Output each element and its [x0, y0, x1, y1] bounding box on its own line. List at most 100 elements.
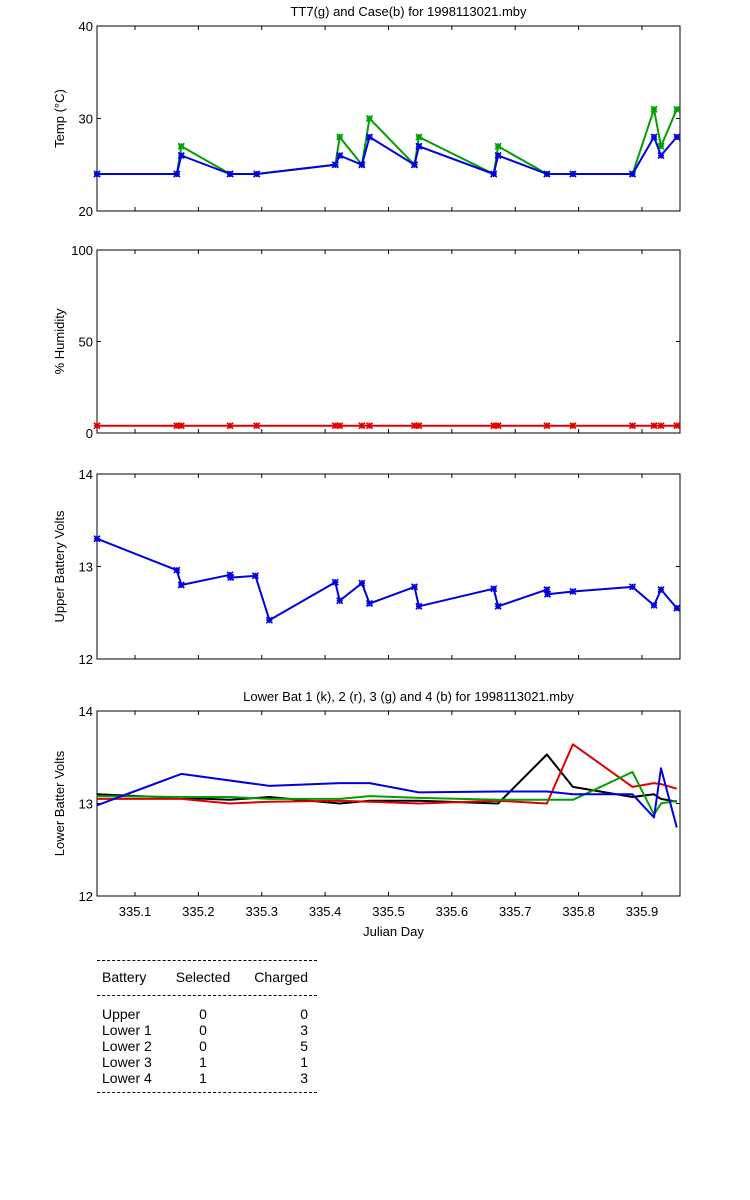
data-point [253, 422, 261, 430]
data-point [336, 151, 344, 160]
row-battery: Lower 3 [102, 1054, 152, 1070]
y-tick-label: 12 [79, 889, 93, 904]
table-row: Lower 1 0 3 [97, 1022, 317, 1038]
y-tick-label: 30 [79, 112, 93, 127]
data-point [358, 422, 366, 430]
plot-frame [96, 25, 681, 212]
data-point [336, 597, 344, 605]
data-point [415, 142, 423, 150]
y-axis-label: % Humidity [52, 308, 67, 374]
data-point [331, 578, 339, 586]
data-point [336, 133, 344, 141]
data-point [569, 170, 577, 178]
data-point [365, 599, 374, 608]
data-point [410, 422, 419, 430]
y-tick-label: 40 [79, 19, 93, 34]
series-line [97, 743, 678, 805]
table-row: Lower 3 1 1 [97, 1054, 317, 1070]
series-upper [93, 535, 681, 624]
data-point [227, 574, 235, 582]
row-battery: Lower 4 [102, 1070, 152, 1086]
data-point [657, 586, 665, 594]
chart-title: Lower Bat 1 (k), 2 (r), 3 (g) and 4 (b) … [243, 689, 574, 704]
table-bottom-rule [97, 1092, 317, 1093]
table-row: Lower 2 0 5 [97, 1038, 317, 1054]
row-selected: 1 [199, 1054, 207, 1070]
charts-figure: 20 30 40 TT7(g) and Case(b) for 1998113021.… [52, 4, 681, 939]
row-charged: 3 [300, 1022, 308, 1038]
row-selected: 1 [199, 1070, 207, 1086]
row-battery: Lower 2 [102, 1038, 152, 1054]
table-row: Upper 0 0 [97, 1006, 317, 1022]
x-tick-label: 335.8 [562, 904, 595, 919]
x-tick-label: 335.2 [182, 904, 215, 919]
table-top-rule [97, 960, 317, 961]
data-point [410, 161, 419, 169]
data-point [657, 142, 665, 150]
y-axis-label: Temp (°C) [52, 89, 67, 148]
data-point [673, 604, 681, 612]
data-point [177, 142, 185, 150]
data-point [226, 422, 234, 430]
data-point [543, 586, 551, 594]
x-axis-label: Julian Day [363, 924, 424, 939]
header-charged: Charged [254, 969, 308, 985]
data-point [650, 133, 658, 141]
data-point [494, 151, 502, 160]
data-point [650, 105, 658, 113]
data-point [177, 581, 185, 589]
y-tick-label: 13 [79, 797, 93, 812]
y-tick-label: 0 [86, 426, 93, 441]
data-point [415, 422, 423, 430]
data-point [415, 602, 423, 610]
data-point [543, 422, 551, 430]
data-point [569, 587, 577, 596]
series-line [97, 108, 678, 175]
data-point [628, 583, 637, 591]
row-selected: 0 [199, 1006, 207, 1022]
data-point [336, 422, 344, 430]
table-header-rule [97, 995, 317, 996]
data-point [657, 422, 665, 430]
row-charged: 5 [300, 1038, 308, 1054]
series-lower-3 [96, 771, 677, 816]
data-point [365, 114, 374, 123]
data-point [657, 151, 665, 160]
row-charged: 1 [300, 1054, 308, 1070]
data-point [365, 422, 374, 430]
series-humidity [93, 422, 681, 430]
data-point [569, 422, 577, 430]
data-point [331, 422, 339, 430]
data-point [251, 572, 259, 580]
header-selected: Selected [175, 969, 231, 985]
series-line [96, 771, 677, 816]
x-tick-label: 335.9 [626, 904, 659, 919]
data-point [650, 422, 658, 430]
row-charged: 3 [300, 1070, 308, 1086]
plot-frame [96, 249, 681, 434]
plot-frame [96, 473, 681, 660]
data-point [265, 616, 273, 624]
data-point [365, 133, 374, 141]
series-tt7 [93, 105, 681, 178]
y-tick-label: 20 [79, 204, 93, 219]
data-point [358, 161, 366, 169]
data-point [173, 170, 181, 178]
x-tick-label: 335.4 [309, 904, 342, 919]
series-lower-4 [96, 767, 678, 828]
battery-summary-table: Battery Selected Charged Upper 0 0 Lower… [97, 960, 317, 1093]
x-tick-label: 335.7 [499, 904, 532, 919]
row-selected: 0 [199, 1022, 207, 1038]
y-tick-label: 14 [79, 467, 93, 482]
header-battery: Battery [102, 969, 147, 985]
data-point [410, 583, 419, 591]
y-tick-label: 12 [79, 652, 93, 667]
data-point [93, 535, 101, 543]
data-point [173, 422, 181, 430]
data-point [543, 170, 551, 178]
y-axis-label: Lower Batter Volts [52, 750, 67, 856]
series-line [96, 767, 678, 828]
data-point [490, 170, 498, 178]
data-point [93, 422, 101, 430]
y-tick-label: 13 [79, 560, 93, 575]
